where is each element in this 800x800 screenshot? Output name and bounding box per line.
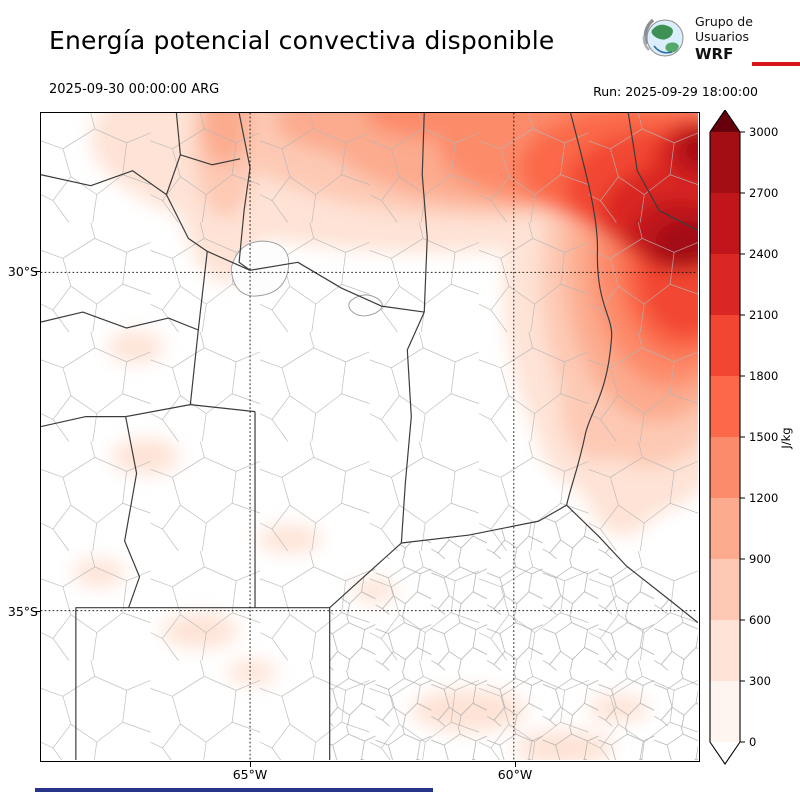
border-cordoba-buenosaires [329, 542, 402, 609]
run-time-label: Run: 2025-09-29 18:00:00 [593, 84, 758, 99]
border-santafe-buenosaires [401, 504, 567, 544]
valid-time-label: 2025-09-30 00:00:00 ARG [49, 82, 220, 97]
wrf-logo: Grupo de Usuarios WRF [640, 14, 753, 63]
border-cordoba-santafe [400, 311, 425, 544]
logo-line-3: WRF [695, 44, 734, 63]
border-lapampa-north [75, 607, 256, 760]
colorbar-segment [710, 193, 740, 254]
logo-line-2: Usuarios [695, 29, 750, 45]
map-svg [41, 113, 698, 760]
colorbar-tick-label: 1200 [749, 491, 778, 505]
province-boundaries [41, 113, 698, 760]
border-parana-river [566, 113, 613, 506]
colorbar-segment [710, 498, 740, 559]
border-sanjuan-larioja [41, 311, 199, 331]
colorbar-arrow-over [710, 110, 740, 132]
colorbar-segment [710, 376, 740, 437]
border-cordoba-west [189, 251, 208, 405]
border-buenosaires-west [255, 607, 331, 760]
colorbar: 3000 2700 2400 2100 1800 1500 1200 900 6… [709, 110, 793, 765]
colorbar-tickmarks [740, 131, 745, 743]
buenos-aires-department-mesh [329, 505, 698, 760]
red-accent-line [752, 62, 800, 66]
colorbar-arrow-under [710, 742, 740, 764]
colorbar-tick-labels: 3000 2700 2400 2100 1800 1500 1200 900 6… [749, 125, 778, 749]
colorbar-segment [710, 315, 740, 376]
colorbar-tick-label: 3000 [749, 125, 778, 139]
colorbar-segment [710, 559, 740, 620]
colorbar-segment [710, 620, 740, 681]
colorbar-tick-label: 1500 [749, 430, 778, 444]
border-corrientes-entrerios [627, 113, 698, 231]
colorbar-segment [710, 132, 740, 193]
map-canvas [40, 112, 700, 762]
lat-tickmark-30s [35, 271, 40, 272]
lat-tick-35s: 35°S [7, 604, 38, 619]
lon-tick-65w: 65°W [232, 767, 268, 782]
colorbar-segment [710, 254, 740, 315]
colorbar-segment [710, 437, 740, 498]
border-sanjuan-mendoza [41, 415, 126, 428]
logo-line-1: Grupo de [695, 14, 753, 29]
colorbar-segment [710, 681, 740, 742]
colorbar-tick-label: 1800 [749, 369, 778, 383]
border-tucuman [180, 154, 241, 166]
colorbar-tick-label: 900 [749, 552, 771, 566]
blue-accent-line [35, 788, 433, 792]
colorbar-tick-label: 2400 [749, 247, 778, 261]
border-santiago-santafe [421, 113, 428, 313]
colorbar-tick-label: 0 [749, 735, 756, 749]
colorbar-tick-label: 300 [749, 674, 771, 688]
colorbar-tick-label: 2100 [749, 308, 778, 322]
graticule [41, 113, 698, 760]
colorbar-unit-label: J/kg [779, 427, 793, 449]
border-santiago-cordoba [207, 250, 425, 313]
lon-tickmark-60w [515, 762, 516, 767]
border-rio-de-la-plata [566, 504, 698, 624]
lon-tick-60w: 60°W [497, 767, 533, 782]
colorbar-tick-label: 2700 [749, 186, 778, 200]
lat-tickmark-35s [35, 611, 40, 612]
lon-tickmark-65w [250, 762, 251, 767]
logo-text: Grupo de Usuarios WRF [695, 14, 753, 63]
colorbar-segments [710, 132, 740, 742]
page-title: Energía potencial convectiva disponible [49, 26, 555, 55]
lat-tick-30s: 30°S [7, 264, 38, 279]
border-sanluis-mendoza [124, 416, 141, 608]
mar-chiquita-outline [348, 294, 383, 317]
colorbar-tick-label: 600 [749, 613, 771, 627]
globe-icon [642, 19, 684, 57]
border-santiago-west [238, 113, 251, 271]
border-catamarca-larioja [41, 170, 208, 252]
